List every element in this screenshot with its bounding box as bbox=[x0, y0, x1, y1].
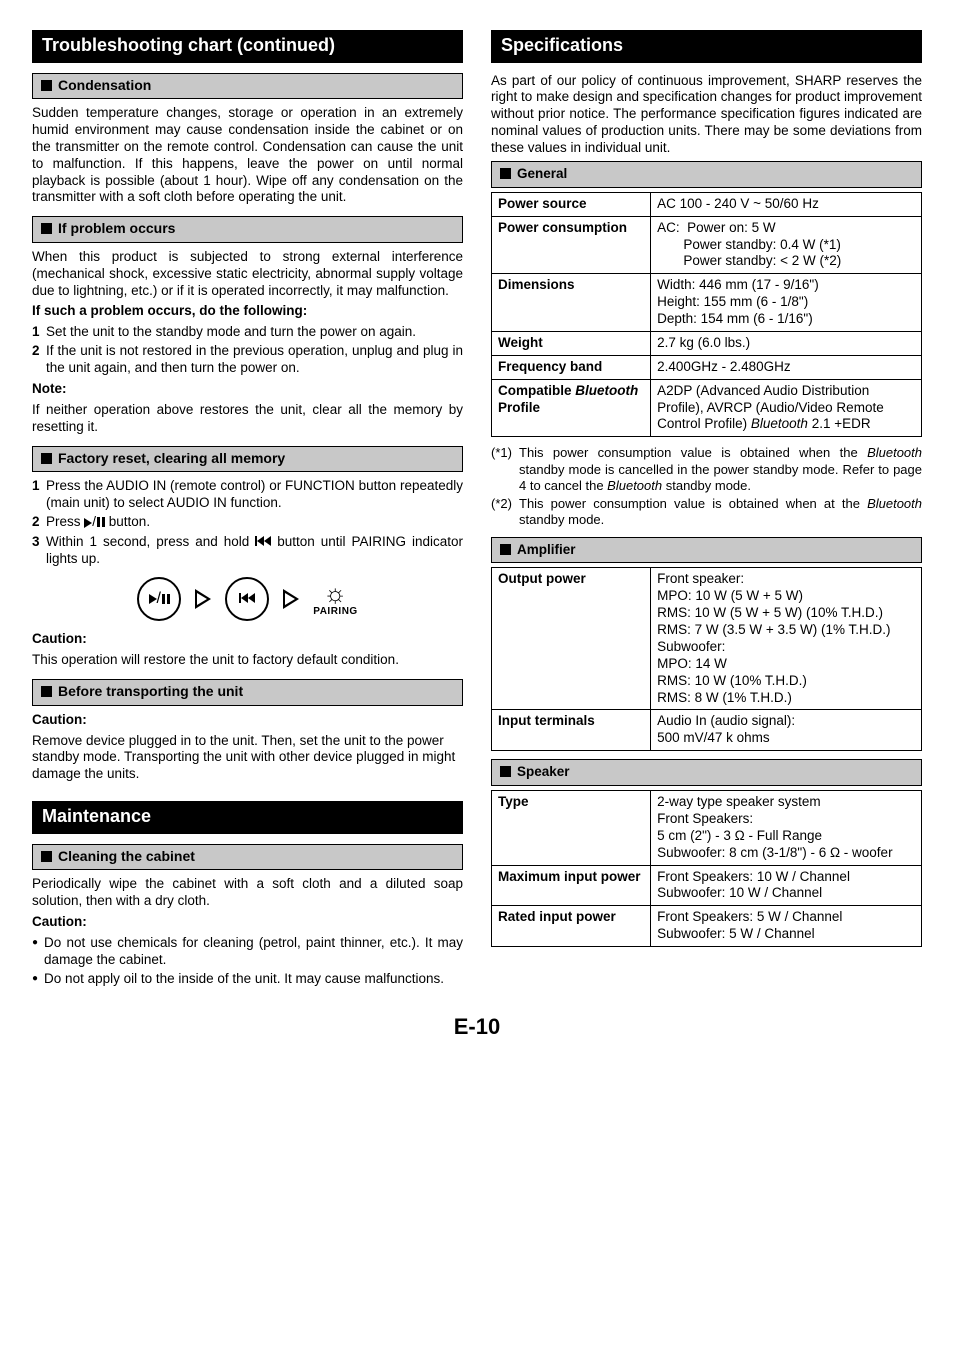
rewind-icon bbox=[225, 577, 269, 621]
heading-text: Condensation bbox=[58, 77, 151, 93]
spec-header-general: General bbox=[491, 161, 922, 188]
section-header-cleaning: Cleaning the cabinet bbox=[32, 844, 463, 871]
note-body: If neither operation above restores the … bbox=[32, 402, 463, 436]
factory-reset-diagram: / ☼ PAIRING bbox=[32, 577, 463, 621]
cell: 2.7 kg (6.0 lbs.) bbox=[651, 331, 922, 355]
list-item: Do not apply oil to the inside of the un… bbox=[32, 971, 463, 988]
cleaning-body: Periodically wipe the cabinet with a sof… bbox=[32, 876, 463, 910]
pairing-indicator: ☼ PAIRING bbox=[313, 580, 357, 619]
spec-header-speaker: Speaker bbox=[491, 759, 922, 786]
table-row: Maximum input powerFront Speakers: 10 W … bbox=[492, 865, 922, 906]
problem-subhead: If such a problem occurs, do the followi… bbox=[32, 303, 463, 320]
section-header-transport: Before transporting the unit bbox=[32, 679, 463, 706]
cell: Width: 446 mm (17 - 9/16") Height: 155 m… bbox=[651, 274, 922, 332]
arrow-icon bbox=[195, 589, 211, 609]
list-item: 3Within 1 second, press and hold button … bbox=[32, 534, 463, 568]
table-row: Power consumptionAC: Power on: 5 W Power… bbox=[492, 216, 922, 274]
cell: Front speaker: MPO: 10 W (5 W + 5 W) RMS… bbox=[651, 568, 922, 710]
spec-intro: As part of our policy of continuous impr… bbox=[491, 73, 922, 157]
list-item: Do not use chemicals for cleaning (petro… bbox=[32, 935, 463, 969]
heading-text: Speaker bbox=[517, 764, 570, 779]
cell: A2DP (Advanced Audio Distribution Profil… bbox=[651, 379, 922, 437]
list-item: 2If the unit is not restored in the prev… bbox=[32, 343, 463, 377]
caution-label: Caution: bbox=[32, 631, 463, 648]
specifications-title: Specifications bbox=[491, 30, 922, 63]
footnotes: (*1)This power consumption value is obta… bbox=[491, 445, 922, 528]
cell: AC 100 - 240 V ~ 50/60 Hz bbox=[651, 192, 922, 216]
spec-header-amplifier: Amplifier bbox=[491, 537, 922, 564]
caution-label: Caution: bbox=[32, 712, 463, 729]
caution-label: Caution: bbox=[32, 914, 463, 931]
transport-body: Remove device plugged in to the unit. Th… bbox=[32, 733, 463, 784]
cell: 2-way type speaker system Front Speakers… bbox=[651, 791, 922, 866]
play-pause-icon: / bbox=[137, 577, 181, 621]
heading-text: If problem occurs bbox=[58, 220, 175, 236]
cell: Front Speakers: 5 W / Channel Subwoofer:… bbox=[651, 906, 922, 947]
heading-text: General bbox=[517, 166, 567, 181]
table-row: Compatible Bluetooth ProfileA2DP (Advanc… bbox=[492, 379, 922, 437]
section-header-factory-reset: Factory reset, clearing all memory bbox=[32, 446, 463, 473]
heading-text: Before transporting the unit bbox=[58, 683, 243, 699]
table-row: Weight2.7 kg (6.0 lbs.) bbox=[492, 331, 922, 355]
caution-body: This operation will restore the unit to … bbox=[32, 652, 463, 669]
note-label: Note: bbox=[32, 381, 463, 398]
troubleshooting-title: Troubleshooting chart (continued) bbox=[32, 30, 463, 63]
table-row: Frequency band2.400GHz - 2.480GHz bbox=[492, 355, 922, 379]
condensation-body: Sudden temperature changes, storage or o… bbox=[32, 105, 463, 206]
cell: Audio In (audio signal): 500 mV/47 k ohm… bbox=[651, 710, 922, 751]
maintenance-title: Maintenance bbox=[32, 801, 463, 834]
heading-text: Factory reset, clearing all memory bbox=[58, 450, 285, 466]
page-columns: Troubleshooting chart (continued) Conden… bbox=[32, 30, 922, 989]
pairing-label: PAIRING bbox=[313, 606, 357, 619]
table-row: Type2-way type speaker system Front Spea… bbox=[492, 791, 922, 866]
sun-icon: ☼ bbox=[313, 580, 357, 606]
heading-text: Cleaning the cabinet bbox=[58, 848, 195, 864]
amplifier-table: Output powerFront speaker: MPO: 10 W (5 … bbox=[491, 567, 922, 751]
cleaning-cautions: Do not use chemicals for cleaning (petro… bbox=[32, 935, 463, 988]
heading-text: Amplifier bbox=[517, 542, 576, 557]
cell: Front Speakers: 10 W / Channel Subwoofer… bbox=[651, 865, 922, 906]
left-column: Troubleshooting chart (continued) Conden… bbox=[32, 30, 463, 989]
footnote: (*1)This power consumption value is obta… bbox=[491, 445, 922, 494]
factory-reset-steps: 1Press the AUDIO IN (remote control) or … bbox=[32, 478, 463, 567]
table-row: Rated input powerFront Speakers: 5 W / C… bbox=[492, 906, 922, 947]
table-row: Output powerFront speaker: MPO: 10 W (5 … bbox=[492, 568, 922, 710]
problem-steps: 1Set the unit to the standby mode and tu… bbox=[32, 324, 463, 377]
footnote: (*2)This power consumption value is obta… bbox=[491, 496, 922, 529]
list-item: 1Press the AUDIO IN (remote control) or … bbox=[32, 478, 463, 512]
table-row: DimensionsWidth: 446 mm (17 - 9/16") Hei… bbox=[492, 274, 922, 332]
list-item: 2Press / button. bbox=[32, 514, 463, 532]
arrow-icon bbox=[283, 589, 299, 609]
section-header-condensation: Condensation bbox=[32, 73, 463, 100]
page-number: E-10 bbox=[32, 1013, 922, 1041]
cell: 2.400GHz - 2.480GHz bbox=[651, 355, 922, 379]
table-row: Power sourceAC 100 - 240 V ~ 50/60 Hz bbox=[492, 192, 922, 216]
speaker-table: Type2-way type speaker system Front Spea… bbox=[491, 790, 922, 947]
right-column: Specifications As part of our policy of … bbox=[491, 30, 922, 989]
cell: AC: Power on: 5 W Power standby: 0.4 W (… bbox=[651, 216, 922, 274]
list-item: 1Set the unit to the standby mode and tu… bbox=[32, 324, 463, 341]
table-row: Input terminalsAudio In (audio signal): … bbox=[492, 710, 922, 751]
general-table: Power sourceAC 100 - 240 V ~ 50/60 Hz Po… bbox=[491, 192, 922, 438]
problem-intro: When this product is subjected to strong… bbox=[32, 249, 463, 300]
section-header-problem: If problem occurs bbox=[32, 216, 463, 243]
